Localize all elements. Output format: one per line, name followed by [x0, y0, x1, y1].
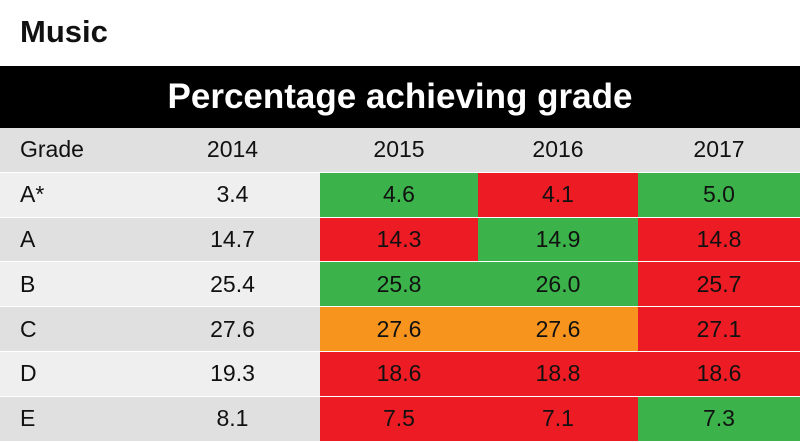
row-5-cell-3: 18.8: [478, 351, 638, 397]
header-cell-3: 2016: [478, 128, 638, 173]
row-5-cell-1: 19.3: [145, 351, 320, 397]
row-1-cell-1: 3.4: [145, 172, 320, 218]
row-4-label: C: [0, 307, 145, 352]
row-6-cell-1: 8.1: [145, 396, 320, 442]
row-2-label: A: [0, 217, 145, 263]
row-2-cell-3: 14.9: [478, 217, 638, 263]
row-3-cell-2: 25.8: [320, 262, 478, 308]
row-4-cell-4: 27.1: [638, 307, 800, 352]
row-6-label: E: [0, 396, 145, 442]
row-4-cell-1: 27.6: [145, 307, 320, 352]
row-1-label: A*: [0, 172, 145, 218]
row-1-cell-2: 4.6: [320, 172, 478, 218]
row-6-cell-2: 7.5: [320, 396, 478, 442]
row-4-cell-3: 27.6: [478, 307, 638, 352]
row-1-cell-3: 4.1: [478, 172, 638, 218]
row-3-cell-4: 25.7: [638, 262, 800, 308]
row-2-cell-2: 14.3: [320, 217, 478, 263]
grade-table: Grade 2014 2015 2016 2017 A* 3.4 4.6 4.1 5.0 A 14.7…: [0, 128, 800, 442]
header-cell-4: 2017: [638, 128, 800, 173]
row-3-cell-1: 25.4: [145, 262, 320, 308]
header-label: Grade: [0, 128, 145, 173]
row-3-cell-3: 26.0: [478, 262, 638, 308]
table-banner: Percentage achieving grade: [0, 66, 800, 128]
header-cell-1: 2014: [145, 128, 320, 173]
subject-title: Music: [20, 14, 108, 49]
row-5-cell-4: 18.6: [638, 351, 800, 397]
row-4-cell-2: 27.6: [320, 307, 478, 352]
row-2-cell-4: 14.8: [638, 217, 800, 263]
row-5-cell-2: 18.6: [320, 351, 478, 397]
header-cell-2: 2015: [320, 128, 478, 173]
row-3-label: B: [0, 262, 145, 308]
row-6-cell-4: 7.3: [638, 396, 800, 442]
row-6-cell-3: 7.1: [478, 396, 638, 442]
row-1-cell-4: 5.0: [638, 172, 800, 218]
row-5-label: D: [0, 351, 145, 397]
row-2-cell-1: 14.7: [145, 217, 320, 263]
